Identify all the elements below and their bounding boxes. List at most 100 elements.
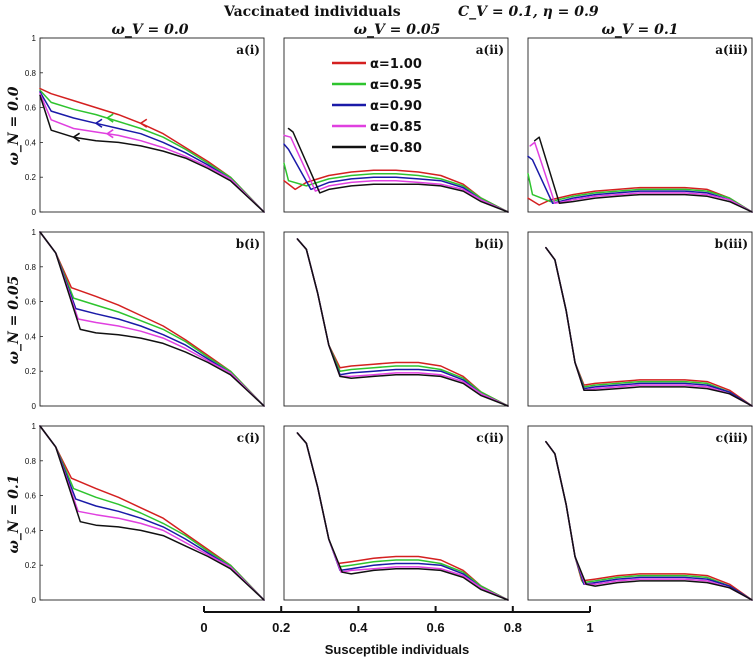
panel-b(ii): b(ii) — [283, 231, 509, 407]
series-line-5 — [545, 246, 753, 407]
arrow-head-icon — [139, 118, 148, 128]
legend-entry: α=0.95 — [370, 78, 422, 93]
series-line-2 — [39, 231, 265, 407]
series-line-2 — [283, 162, 509, 213]
shared-x-axis: 0 0.2 0.4 0.6 0.8 1 — [200, 606, 594, 635]
y-tick-label: 1 — [32, 422, 37, 431]
legend-entry: α=1.00 — [370, 57, 422, 72]
panel-b(iii): b(iii) — [527, 231, 753, 407]
series-line-3 — [39, 425, 265, 601]
column-title-2: ω_V = 0.05 — [354, 22, 441, 38]
panel-label: a(ii) — [476, 43, 504, 57]
figure-title: Vaccinated individuals — [223, 4, 401, 20]
panel-label: b(iii) — [715, 237, 748, 251]
legend-entry: α=0.90 — [370, 99, 422, 114]
row-label-2: ω_N = 0.05 — [6, 276, 22, 365]
y-tick-label: 0.8 — [25, 69, 37, 78]
y-tick-label: 1 — [32, 228, 37, 237]
panel-label: c(i) — [237, 431, 260, 445]
panel-label: b(i) — [236, 237, 260, 251]
series-line-2 — [39, 89, 265, 213]
y-tick-label: 0 — [32, 596, 37, 605]
panel-frame — [39, 231, 265, 407]
series-line-2 — [527, 172, 753, 213]
y-tick-label: 0.6 — [25, 104, 37, 113]
series-line-1 — [39, 425, 265, 601]
row-label-3: ω_N = 0.1 — [6, 475, 22, 554]
panel-c(i): 0 0.2 0.4 0.6 0.8 1 c(i) — [25, 422, 265, 605]
series-line-5 — [39, 94, 265, 213]
panel-label: a(iii) — [715, 43, 748, 57]
y-tick-label: 0.6 — [25, 298, 37, 307]
panel-frame — [39, 37, 265, 213]
row-labels: ω_N = 0.0 ω_N = 0.05 ω_N = 0.1 — [6, 86, 22, 553]
column-title-1: ω_V = 0.0 — [111, 22, 188, 38]
y-tick-label: 0 — [32, 208, 37, 217]
legend-entry: α=0.85 — [370, 120, 422, 135]
arrow-head-icon — [105, 129, 114, 139]
column-title-3: ω_V = 0.1 — [601, 22, 678, 38]
panel-label: b(ii) — [475, 237, 504, 251]
series-line-1 — [39, 231, 265, 407]
series-line-5 — [533, 136, 753, 213]
legend: α=1.00 α=0.95 α=0.90 α=0.85 α=0.80 — [332, 57, 422, 156]
panels: 00.20.40.60.81a(i) a(ii) a(iii)00.20.40.60… — [25, 34, 753, 605]
y-tick-label: 0.2 — [25, 173, 37, 182]
x-tick-label: 0.6 — [427, 620, 445, 635]
arrow-head-icon — [72, 132, 81, 142]
panel-label: c(iii) — [716, 431, 748, 445]
parameter-title: C_V = 0.1, η = 0.9 — [458, 4, 599, 20]
series-line-3 — [283, 143, 509, 213]
panel-b(i): 0 0.2 0.4 0.6 0.8 1 b(i) — [25, 228, 265, 411]
y-tick-label: 0.2 — [25, 561, 37, 570]
series-line-4 — [529, 141, 753, 213]
legend-entry: α=0.80 — [370, 141, 422, 156]
panel-label: a(i) — [236, 43, 260, 57]
panel-c(iii): c(iii) — [527, 425, 753, 601]
panel-frame — [527, 425, 753, 601]
series-line-3 — [39, 91, 265, 213]
series-line-5 — [39, 231, 265, 407]
series-line-4 — [283, 134, 509, 213]
panel-a(iii): a(iii) — [527, 37, 753, 213]
x-tick-label: 0.8 — [504, 620, 522, 635]
y-tick-label: 0.4 — [25, 332, 37, 341]
x-tick-label: 1 — [586, 620, 593, 635]
y-tick-label: 0.6 — [25, 492, 37, 501]
series-line-4 — [39, 425, 265, 601]
arrow-head-icon — [94, 118, 103, 128]
series-line-1 — [283, 169, 509, 213]
x-tick-label: 0 — [200, 620, 207, 635]
x-axis-label: Susceptible individuals — [325, 642, 469, 657]
y-tick-label: 0.8 — [25, 457, 37, 466]
panel-frame — [527, 231, 753, 407]
series-line-3 — [527, 155, 753, 213]
series-line-5 — [296, 238, 509, 407]
series-line-3 — [39, 231, 265, 407]
trajectory-arrows — [72, 113, 148, 142]
panel-frame — [283, 37, 509, 213]
series-line-5 — [545, 440, 753, 601]
panel-frame — [283, 231, 509, 407]
figure-titles: Vaccinated individuals C_V = 0.1, η = 0.… — [111, 4, 678, 38]
panel-frame — [283, 425, 509, 601]
y-tick-label: 0 — [32, 402, 37, 411]
x-tick-label: 0.4 — [349, 620, 368, 635]
panel-frame — [527, 37, 753, 213]
y-tick-label: 0.2 — [25, 367, 37, 376]
panel-a(i): 0 0.2 0.4 0.6 0.8 1 a(i) — [25, 34, 265, 217]
series-line-4 — [39, 92, 265, 213]
arrow-head-icon — [105, 113, 114, 123]
series-line-5 — [296, 432, 509, 601]
series-line-5 — [39, 425, 265, 601]
y-tick-label: 0.8 — [25, 263, 37, 272]
series-line-2 — [39, 425, 265, 601]
row-label-1: ω_N = 0.0 — [6, 86, 22, 165]
y-tick-label: 0.4 — [25, 138, 37, 147]
panel-a(ii): a(ii) — [283, 37, 509, 213]
panel-label: c(ii) — [476, 431, 504, 445]
y-tick-label: 1 — [32, 34, 37, 43]
y-tick-label: 0.4 — [25, 526, 37, 535]
panel-c(ii): c(ii) — [283, 425, 509, 601]
